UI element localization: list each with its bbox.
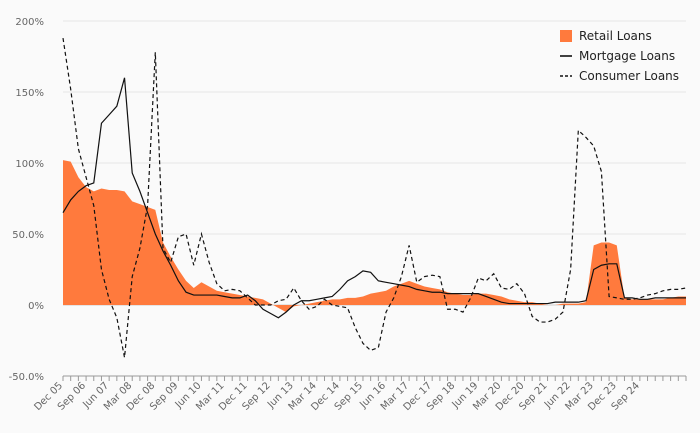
series-layer [62, 37, 687, 358]
y-tick-label: -50.0% [9, 372, 44, 383]
y-tick-label: 50.0% [12, 230, 44, 241]
series-line-mortgage-loans [62, 77, 686, 319]
series-line-consumer-loans [62, 37, 687, 358]
legend-label: Retail Loans [579, 29, 652, 43]
y-axis: -50.0% 0% 50.0% 100% 150% 200% [9, 17, 44, 383]
legend-label: Consumer Loans [579, 69, 679, 83]
y-tick-label: 150% [15, 88, 44, 99]
y-tick-label: 200% [15, 17, 44, 28]
legend-swatch-retail-loans [560, 30, 572, 42]
y-tick-label: 0% [28, 301, 44, 312]
legend-label: Mortgage Loans [579, 49, 675, 63]
legend: Retail Loans Mortgage Loans Consumer Loans [560, 29, 679, 83]
y-tick-label: 100% [15, 159, 44, 170]
